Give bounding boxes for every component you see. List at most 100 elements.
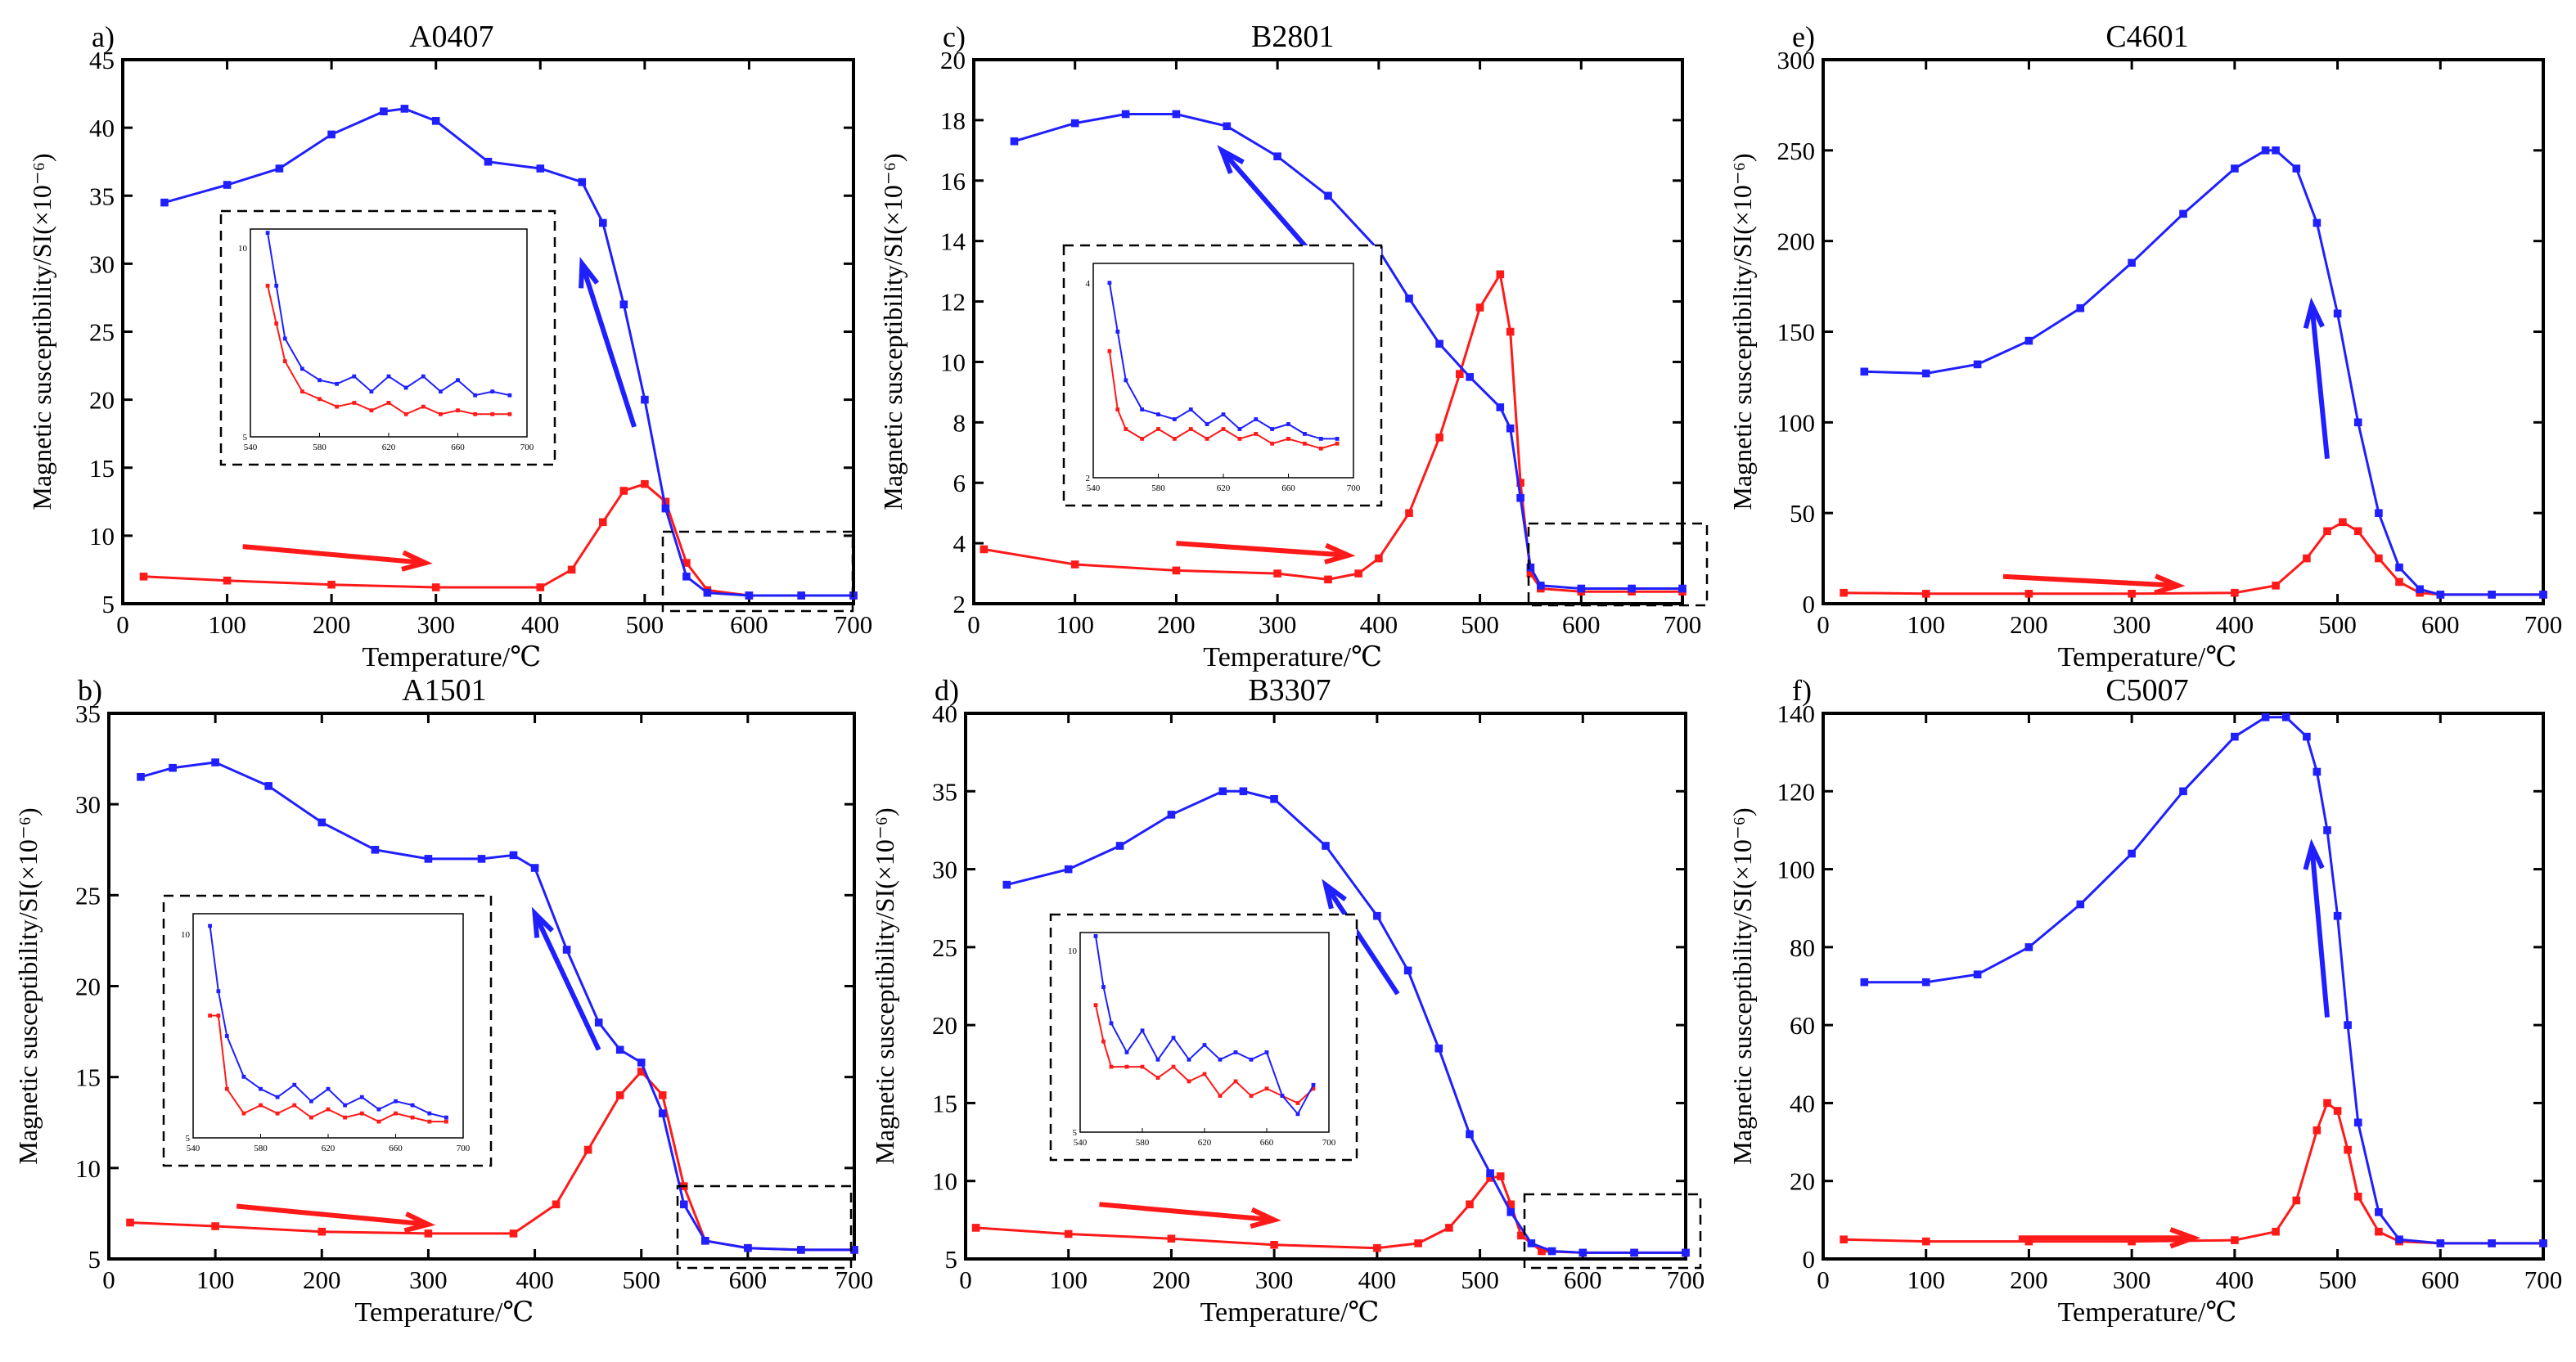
inset-x-tick-label: 620 <box>382 443 396 452</box>
x-tick-label: 400 <box>516 1265 554 1294</box>
inset-x-tick-label: 580 <box>313 443 327 452</box>
y-tick-label: 60 <box>1790 1011 1815 1040</box>
inset-y-tick-label: 10 <box>1068 946 1078 956</box>
y-tick-label: 120 <box>1777 777 1816 806</box>
x-axis-label: Temperature/℃ <box>362 642 541 672</box>
panel-B3307: 0 100 200 300 400 500 600 700 5 10 15 20 25 30 35 40d) B… <box>870 673 1705 1328</box>
y-tick-label: 20 <box>89 386 115 415</box>
x-tick-label: 300 <box>417 610 455 639</box>
y-tick-label: 20 <box>932 1011 957 1040</box>
y-tick-label: 15 <box>932 1089 957 1117</box>
x-tick-label: 600 <box>2421 610 2460 639</box>
x-tick-label: 100 <box>1907 610 1945 639</box>
inset-frame <box>1049 913 1358 1162</box>
y-tick-label: 100 <box>1777 408 1816 437</box>
inset-y-tick-label: 2 <box>1086 474 1091 483</box>
x-tick-label: 400 <box>2216 1265 2254 1294</box>
inset-x-tick-label: 660 <box>389 1144 403 1153</box>
y-tick-label: 140 <box>1777 699 1816 728</box>
x-tick-label: 500 <box>622 1265 660 1294</box>
heating-arrow-head <box>403 1211 436 1234</box>
heating-arrow-head <box>1324 542 1356 565</box>
y-tick-label: 5 <box>102 590 115 618</box>
y-tick-label: 14 <box>940 227 966 256</box>
plot-frame <box>1822 58 2545 605</box>
y-tick-label: 4 <box>953 529 966 558</box>
y-tick-label: 2 <box>953 590 966 618</box>
y-tick-label: 10 <box>75 1154 101 1183</box>
y-tick-label: 35 <box>932 777 957 806</box>
y-tick-label: 5 <box>88 1245 101 1274</box>
cooling-direction-arrow <box>1323 883 1400 996</box>
x-tick-label: 300 <box>1259 610 1297 639</box>
y-tick-label: 0 <box>1803 1245 1816 1274</box>
panel-label: e) <box>1792 20 1815 53</box>
x-tick-label: 600 <box>730 610 768 639</box>
y-tick-label: 35 <box>89 182 115 210</box>
heating-direction-arrow <box>1099 1202 1275 1223</box>
panel-label: b) <box>78 674 102 707</box>
y-axis-label: Magnetic susceptibility/SI(×10⁻⁶) <box>870 807 899 1164</box>
cooling-direction-arrow <box>2309 845 2330 1018</box>
y-tick-label: 16 <box>940 167 966 196</box>
x-tick-label: 500 <box>2318 610 2357 639</box>
zoom-region-box <box>676 1184 853 1270</box>
y-tick-label: 200 <box>1777 227 1816 256</box>
x-tick-label: 600 <box>729 1265 768 1294</box>
inset-cooling-curve <box>265 231 512 398</box>
heating-arrow-head <box>401 550 433 572</box>
y-tick-label: 25 <box>932 933 957 962</box>
y-tick-label: 10 <box>89 522 115 551</box>
heating-curve <box>139 479 858 600</box>
x-tick-label: 200 <box>313 610 351 639</box>
inset-y-tick-label: 10 <box>238 244 248 254</box>
cooling-curve <box>137 758 858 1254</box>
x-tick-label: 600 <box>1564 1265 1602 1294</box>
inset-x-tick-label: 700 <box>1347 483 1361 493</box>
heating-direction-arrow <box>242 544 426 566</box>
y-tick-label: 25 <box>75 881 101 910</box>
inset-x-tick-label: 580 <box>1136 1138 1150 1148</box>
y-axis-label: Magnetic susceptibility/SI(×10⁻⁶) <box>13 807 43 1164</box>
y-tick-label: 8 <box>953 408 966 437</box>
y-tick-label: 12 <box>940 288 966 317</box>
inset-x-tick-label: 700 <box>1322 1138 1336 1148</box>
cooling-direction-arrow <box>532 912 601 1051</box>
inset-x-tick-label: 700 <box>457 1144 471 1153</box>
y-tick-label: 10 <box>940 348 966 376</box>
inset-x-tick-label: 540 <box>244 443 258 452</box>
plot-frame <box>1822 712 2545 1261</box>
y-axis-label: Magnetic susceptibility/SI(×10⁻⁶) <box>1727 153 1757 510</box>
x-tick-label: 500 <box>2318 1265 2357 1294</box>
y-axis-label: Magnetic susceptibility/SI(×10⁻⁶) <box>27 153 56 510</box>
x-tick-label: 0 <box>1817 1265 1830 1294</box>
inset-x-tick-label: 700 <box>520 443 534 452</box>
x-tick-label: 700 <box>835 1265 874 1294</box>
x-tick-label: 500 <box>626 610 664 639</box>
x-tick-label: 700 <box>2524 610 2563 639</box>
y-tick-label: 250 <box>1777 137 1816 165</box>
panel-B2801: 0 100 200 300 400 500 600 700 2 4 6 8 10 12 14 16 18 20c)… <box>878 20 1709 672</box>
cooling-arrow-head <box>2303 297 2325 330</box>
heating-arrow-head <box>1250 1207 1281 1229</box>
heating-curve <box>1840 1099 2547 1247</box>
x-tick-label: 0 <box>967 610 980 639</box>
panel-label: c) <box>943 20 966 53</box>
cooling-arrow-head <box>579 257 600 289</box>
inset-frame <box>162 894 493 1167</box>
x-tick-label: 500 <box>1461 610 1499 639</box>
y-tick-label: 15 <box>75 1063 101 1092</box>
y-tick-label: 40 <box>932 699 957 728</box>
y-tick-label: 20 <box>75 973 101 1001</box>
x-tick-label: 100 <box>196 1265 235 1294</box>
x-tick-label: 700 <box>835 610 873 639</box>
zoom-region-box <box>661 530 854 613</box>
x-tick-label: 600 <box>1562 610 1601 639</box>
y-axis-label: Magnetic susceptibility/SI(×10⁻⁶) <box>878 153 907 510</box>
zoom-region-box <box>1527 522 1709 607</box>
cooling-direction-arrow <box>2309 303 2330 459</box>
inset-x-tick-label: 620 <box>322 1144 336 1153</box>
y-tick-label: 50 <box>1790 499 1815 528</box>
inset-x-tick-label: 540 <box>1074 1138 1088 1148</box>
